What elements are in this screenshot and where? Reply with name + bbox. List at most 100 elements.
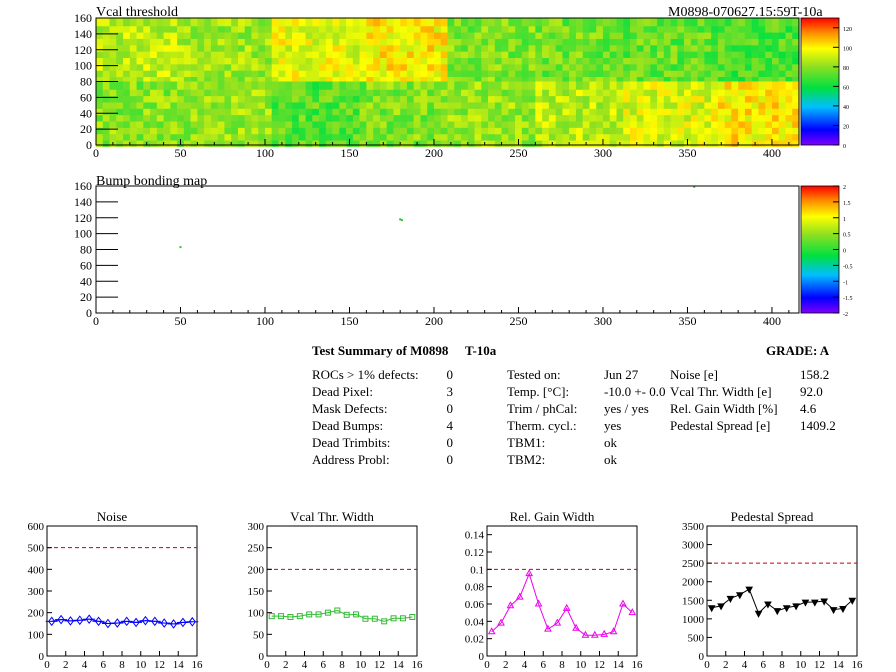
heatmap-cell	[711, 125, 719, 135]
heatmap-cell	[515, 18, 523, 27]
heatmap-cell	[400, 18, 408, 27]
heatmap-cell	[501, 68, 509, 78]
heatmap-cell	[339, 68, 347, 78]
summary-left-label: Dead Pixel:	[312, 384, 374, 399]
heatmap-cell	[501, 62, 509, 71]
summary-mid-label: Tested on:	[507, 367, 561, 382]
heatmap-cell	[778, 37, 786, 46]
heatmap-cell	[440, 68, 448, 78]
heatmap-cell	[278, 37, 286, 46]
heatmap-cell	[758, 24, 766, 33]
heatmap-cell	[542, 100, 550, 109]
heatmap-cell	[609, 81, 617, 90]
heatmap-cell	[319, 62, 327, 71]
heatmap-cell	[508, 106, 516, 116]
heatmap-cell	[332, 37, 340, 46]
heatmap-cell	[156, 106, 164, 116]
heatmap-cell	[744, 119, 752, 128]
heatmap-cell	[339, 75, 347, 84]
heatmap-cell	[264, 125, 272, 135]
heatmap-cell	[123, 62, 131, 71]
heatmap-cell	[609, 68, 617, 78]
heatmap-cell	[744, 132, 752, 141]
heatmap-cell	[231, 56, 239, 65]
heatmap-cell	[569, 81, 577, 90]
heatmap-cell	[373, 113, 381, 122]
heatmap-cell	[454, 18, 462, 27]
heatmap-cell	[738, 81, 746, 90]
heatmap-cell	[177, 75, 185, 84]
heatmap-cell	[697, 113, 705, 122]
heatmap-cell	[521, 100, 529, 109]
heatmap-cell	[704, 43, 712, 52]
heatmap-cell	[332, 87, 340, 97]
heatmap-cell	[109, 113, 117, 122]
heatmap-cell	[210, 106, 218, 116]
heatmap-cell	[690, 87, 698, 97]
heatmap-cell	[440, 56, 448, 65]
heatmap-cell	[285, 49, 293, 59]
heatmap-cell	[298, 125, 306, 135]
heatmap-cell	[515, 49, 523, 59]
heatmap-cell	[535, 30, 543, 39]
heatmap-cell	[738, 43, 746, 52]
heatmap-cell	[237, 62, 245, 71]
heatmap-cell	[136, 37, 144, 46]
roc-plot-title: Noise	[97, 509, 128, 524]
heatmap-cell	[400, 100, 408, 109]
heatmap-cell	[521, 37, 529, 46]
heatmap-cell	[657, 138, 665, 147]
heatmap-cell	[609, 62, 617, 71]
data-point	[371, 615, 378, 622]
heatmap-cell	[481, 106, 489, 116]
heatmap-cell	[264, 94, 272, 103]
heatmap-cell	[237, 68, 245, 78]
colorbar-tick-label: 40	[843, 105, 849, 111]
heatmap-cell	[210, 94, 218, 103]
heatmap-cell	[765, 138, 773, 147]
heatmap-cell	[562, 18, 570, 27]
heatmap-cell	[677, 75, 685, 84]
heatmap-cell	[704, 94, 712, 103]
heatmap-cell	[501, 106, 509, 116]
heatmap-cell	[778, 125, 786, 135]
heatmap-cell	[150, 18, 158, 27]
heatmap-cell	[177, 132, 185, 141]
heatmap-cell	[96, 94, 103, 103]
heatmap-cell	[433, 68, 441, 78]
heatmap-cell	[650, 132, 658, 141]
heatmap-cell	[366, 49, 374, 59]
heatmap-cell	[352, 81, 360, 90]
heatmap-cell	[731, 138, 739, 147]
heatmap-cell	[447, 30, 455, 39]
heatmap-cell	[528, 62, 536, 71]
heatmap-cell	[677, 94, 685, 103]
heatmap-cell	[170, 62, 178, 71]
heatmap-cell	[359, 132, 367, 141]
heatmap-cell	[711, 30, 719, 39]
summary-left-label: ROCs > 1% defects:	[312, 367, 419, 382]
heatmap-cell	[515, 81, 523, 90]
heatmap-cell	[697, 49, 705, 59]
heatmap-cell	[596, 68, 604, 78]
heatmap-cell	[433, 100, 441, 109]
heatmap-cell	[346, 106, 354, 116]
heatmap-cell	[312, 30, 320, 39]
heatmap-cell	[643, 18, 651, 27]
heatmap-cell	[116, 68, 124, 78]
heatmap-cell	[123, 18, 131, 27]
heatmap-cell	[183, 75, 191, 84]
heatmap-cell	[150, 75, 158, 84]
heatmap-cell	[373, 81, 381, 90]
heatmap-cell	[116, 37, 124, 46]
heatmap-cell	[488, 81, 496, 90]
heatmap-cell	[258, 87, 266, 97]
heatmap-cell	[420, 43, 428, 52]
x-tick-label: 10	[135, 659, 147, 671]
heatmap-cell	[765, 30, 773, 39]
heatmap-cell	[400, 87, 408, 97]
heatmap-cell	[663, 94, 671, 103]
series-line	[271, 609, 413, 622]
heatmap-cell	[589, 75, 597, 84]
heatmap-cell	[481, 94, 489, 103]
